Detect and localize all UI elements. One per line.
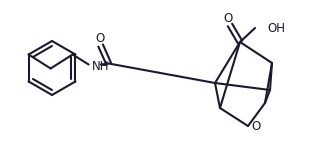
Text: O: O [95, 32, 104, 45]
Text: O: O [251, 120, 260, 133]
Text: OH: OH [267, 21, 285, 35]
Text: O: O [223, 12, 233, 25]
Text: NH: NH [92, 60, 109, 73]
